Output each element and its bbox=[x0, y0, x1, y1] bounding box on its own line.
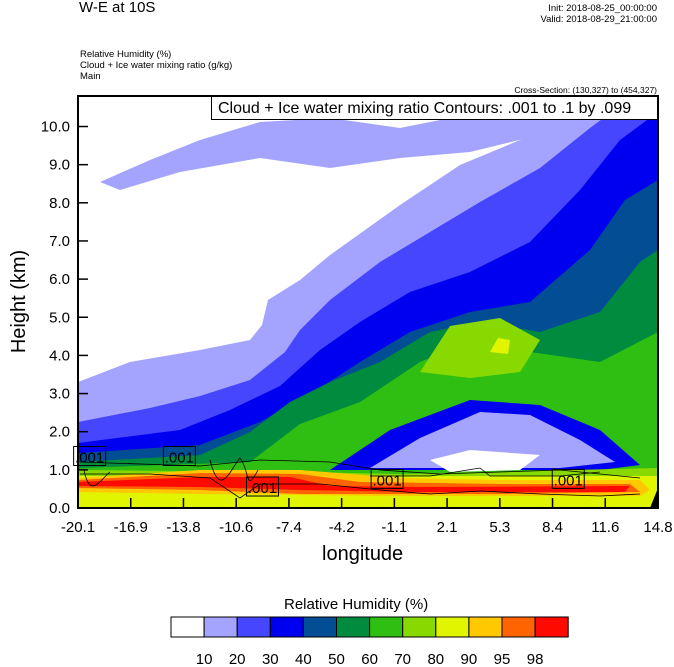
colorbar-swatch bbox=[269, 616, 304, 638]
contour-label-box bbox=[162, 446, 196, 466]
rh-region-80-blob bbox=[420, 318, 540, 378]
terrain bbox=[650, 488, 658, 508]
colorbar-swatch bbox=[435, 616, 470, 638]
field-label-rh: Relative Humidity (%) bbox=[80, 49, 172, 60]
x-tick-label: 5.3 bbox=[489, 519, 510, 536]
colorbar-label: 50 bbox=[328, 651, 345, 667]
x-tick-label: 14.8 bbox=[643, 519, 672, 536]
rh-band-98 bbox=[78, 477, 630, 492]
colorbar-label: 90 bbox=[461, 651, 478, 667]
contour-label: .001 bbox=[554, 472, 583, 489]
y-tick-label: 7.0 bbox=[49, 233, 70, 250]
init-time: Init: 2018-08-25_00:00:00 bbox=[548, 3, 657, 14]
y-tick-label: 3.0 bbox=[49, 386, 70, 403]
colorbar-label: 80 bbox=[427, 651, 444, 667]
y-tick-label: 4.0 bbox=[49, 347, 70, 364]
contour-label-box bbox=[73, 446, 107, 466]
y-tick-label: 1.0 bbox=[49, 462, 70, 479]
cross-section-label: Cross-Section: (130,327) to (454,327) bbox=[514, 85, 657, 95]
colorbar-label: 20 bbox=[229, 651, 246, 667]
x-tick-label: -13.8 bbox=[166, 519, 200, 536]
x-tick-label: 11.6 bbox=[591, 519, 619, 536]
y-tick-label: 6.0 bbox=[49, 271, 70, 288]
colorbar-label: 30 bbox=[262, 651, 279, 667]
colorbar-swatch bbox=[468, 616, 503, 638]
contour-info-box: Cloud + Ice water mixing ratio Contours:… bbox=[211, 96, 658, 120]
colorbar-swatch bbox=[501, 616, 536, 638]
colorbar-label: 98 bbox=[527, 651, 544, 667]
y-tick-label: 10.0 bbox=[41, 119, 70, 136]
y-tick-label: 8.0 bbox=[49, 195, 70, 212]
colorbar-label: 10 bbox=[196, 651, 213, 667]
y-tick-label: 0.0 bbox=[49, 500, 70, 517]
colorbar-title: Relative Humidity (%) bbox=[284, 596, 429, 613]
x-tick-label: -20.1 bbox=[61, 519, 95, 536]
field-label-main: Main bbox=[80, 71, 101, 82]
rh-field bbox=[78, 96, 658, 508]
contour-line bbox=[83, 457, 259, 487]
colorbar-swatch bbox=[534, 616, 569, 638]
colorbar-swatch bbox=[170, 616, 205, 638]
colorbar-label: 95 bbox=[494, 651, 511, 667]
x-tick-label: -16.9 bbox=[114, 519, 148, 536]
contour-label: .001 bbox=[165, 450, 194, 467]
chart-title: W-E at 10S bbox=[79, 0, 156, 16]
x-tick-label: -4.2 bbox=[329, 519, 355, 536]
colorbar-label: 40 bbox=[295, 651, 312, 667]
colorbar-label: 60 bbox=[361, 651, 378, 667]
colorbar-label: 70 bbox=[394, 651, 411, 667]
rh-region-90-blob bbox=[490, 338, 510, 354]
contour-label-box bbox=[370, 468, 404, 489]
colorbar-swatch bbox=[203, 616, 238, 638]
colorbar-swatch bbox=[302, 616, 337, 638]
colorbar-swatch bbox=[369, 616, 404, 638]
x-axis-label: longitude bbox=[322, 543, 404, 565]
contour-line bbox=[370, 467, 601, 477]
x-tick-label: 2.1 bbox=[437, 519, 458, 536]
colorbar-swatch bbox=[336, 616, 371, 638]
y-tick-label: 2.0 bbox=[49, 424, 70, 441]
rh-region-10-inner bbox=[430, 450, 540, 472]
field-label-cloud: Cloud + Ice water mixing ratio (g/kg) bbox=[80, 60, 233, 71]
contour-line bbox=[80, 473, 641, 499]
contour-label-box bbox=[245, 476, 279, 497]
x-tick-label: -1.1 bbox=[381, 519, 407, 536]
contour-label: .001 bbox=[373, 472, 402, 489]
contour-lines bbox=[79, 457, 641, 499]
x-tick-label: -7.4 bbox=[276, 519, 302, 536]
y-tick-label: 9.0 bbox=[49, 157, 70, 174]
contour-label: .001 bbox=[75, 450, 104, 467]
colorbar-swatch bbox=[236, 616, 271, 638]
contour-label-box bbox=[551, 468, 585, 489]
valid-time: Valid: 2018-08-29_21:00:00 bbox=[540, 14, 657, 25]
colorbar-swatch bbox=[402, 616, 437, 638]
contour-label: .001 bbox=[248, 480, 277, 497]
x-tick-label: 8.4 bbox=[542, 519, 563, 536]
x-tick-label: -10.6 bbox=[219, 519, 253, 536]
rh-region-20-inner bbox=[370, 412, 615, 468]
y-tick-label: 5.0 bbox=[49, 309, 70, 326]
y-axis-label: Height (km) bbox=[8, 249, 31, 354]
